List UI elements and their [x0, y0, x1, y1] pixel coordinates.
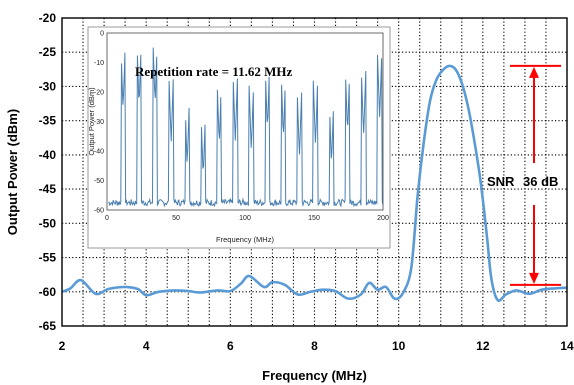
main-x-tick-label: 6	[227, 339, 234, 353]
snr-annotation: SNR 36 dB	[487, 64, 561, 286]
inset-x-tick-labels: 0 50 100 150 200	[105, 215, 389, 222]
inset-x-axis-title: Frequency (MHz)	[216, 235, 274, 244]
inset-series-line	[108, 47, 384, 208]
inset-chart: 0 -10 -20 -30 -40 -50 -60 0 50 100 150 200 Frequen…	[87, 26, 391, 249]
main-y-tick-label: -20	[39, 11, 57, 25]
main-y-tick-label: -25	[39, 45, 57, 59]
inset-y-tick-label: -60	[94, 208, 104, 215]
main-series-line	[61, 64, 568, 302]
inset-background	[87, 26, 391, 249]
inset-y-tick-label: -20	[94, 90, 104, 97]
main-y-tick-label: -45	[39, 182, 57, 196]
main-y-tick-label: -55	[39, 251, 57, 265]
main-x-tick-label: 8	[311, 339, 318, 353]
inset-x-tick-label: 0	[105, 215, 109, 222]
inset-x-tick-label: 150	[308, 215, 320, 222]
snr-label: SNR	[487, 174, 515, 189]
inset-y-tick-label: -10	[94, 60, 104, 67]
main-y-tick-label: -40	[39, 148, 57, 162]
inset-x-tick-label: 50	[172, 215, 180, 222]
main-plot-frame	[61, 17, 568, 327]
main-y-tick-labels: -20 -25 -30 -35 -40 -45 -50 -55 -60 -65	[39, 11, 57, 333]
main-x-tick-label: 10	[392, 339, 406, 353]
main-x-tick-label: 12	[476, 339, 490, 353]
main-series	[61, 64, 568, 302]
inset-y-tick-labels: 0 -10 -20 -30 -40 -50 -60	[94, 31, 104, 215]
inset-plot-frame	[106, 32, 384, 211]
main-y-tick-label: -50	[39, 216, 57, 230]
snr-up-arrowhead	[529, 66, 539, 78]
snr-value: 36 dB	[523, 174, 558, 189]
main-y-axis-title: Output Power (dBm)	[5, 109, 20, 235]
inset-y-tick-label: -40	[94, 149, 104, 156]
main-y-tick-label: -65	[39, 319, 57, 333]
main-x-tick-label: 14	[560, 339, 574, 353]
repetition-rate-annotation: Repetition rate = 11.62 MHz	[135, 64, 292, 79]
inset-y-tick-label: -30	[94, 119, 104, 126]
inset-y-axis-title: Output Power (dBm)	[87, 87, 96, 156]
main-x-tick-label: 2	[59, 339, 66, 353]
main-y-tick-label: -35	[39, 114, 57, 128]
main-x-tick-label: 4	[143, 339, 150, 353]
main-y-tick-label: -30	[39, 79, 57, 93]
snr-down-arrowhead	[529, 272, 539, 284]
inset-y-tick-label: -50	[94, 178, 104, 185]
main-x-tick-labels: 2 4 6 8 10 12 14	[59, 339, 574, 353]
inset-series	[108, 47, 384, 208]
inset-x-tick-label: 100	[239, 215, 251, 222]
main-y-tick-label: -60	[39, 285, 57, 299]
inset-y-tick-label: 0	[100, 31, 104, 38]
main-x-axis-title: Frequency (MHz)	[262, 368, 367, 383]
inset-x-tick-label: 200	[377, 215, 389, 222]
